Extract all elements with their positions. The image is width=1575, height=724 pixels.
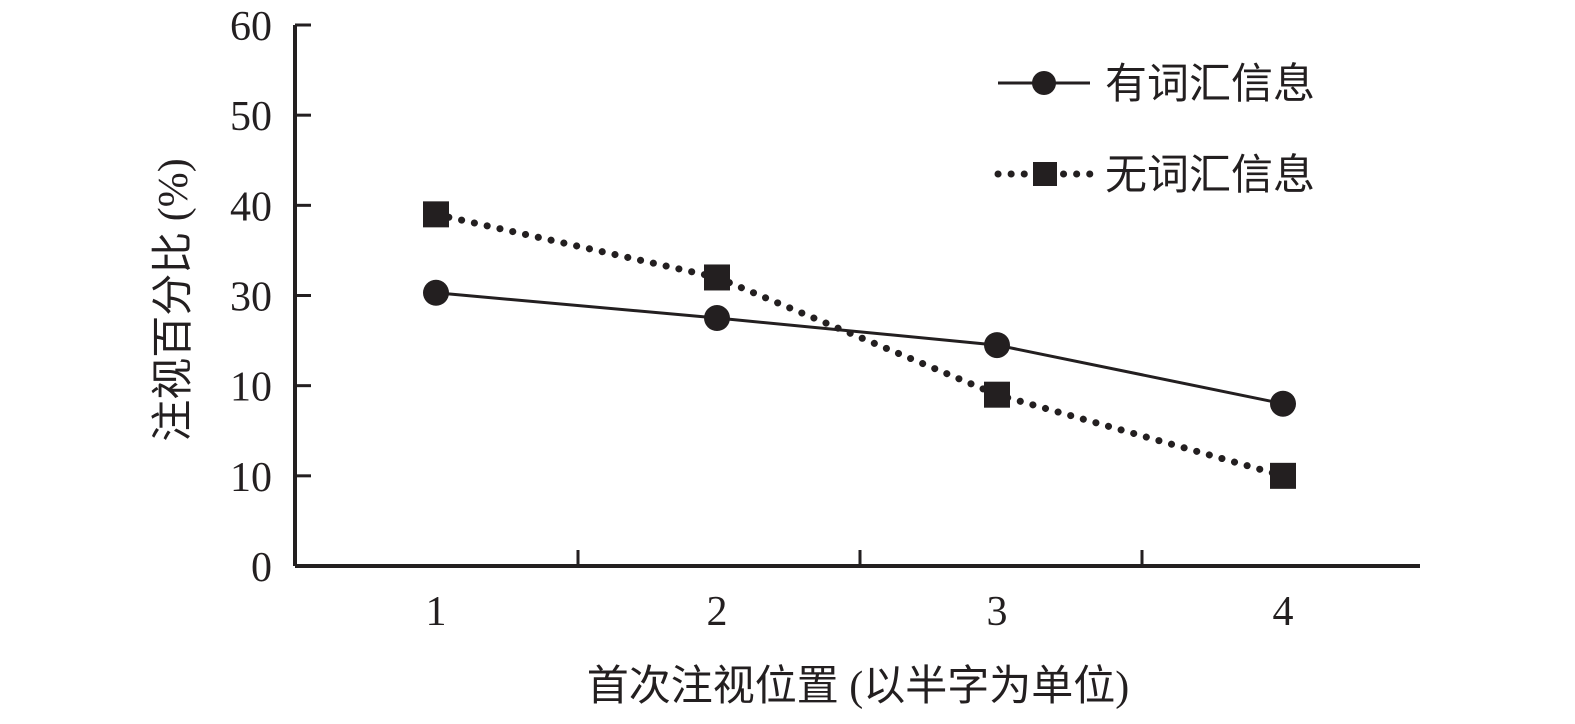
y-tick-label: 0 [251,545,272,591]
y-tick-label: 10 [230,455,272,501]
y-tick-label: 10 [230,365,272,411]
y-tick-label: 60 [230,4,272,50]
y-axis-title: 注视百分比 (%) [150,158,197,441]
x-tick-label: 3 [987,589,1008,635]
legend-item-series-1: 有词汇信息 [998,61,1315,108]
x-axis-ticks: 1 2 3 4 [426,550,1294,635]
legend-label-series-1: 有词汇信息 [1105,61,1315,108]
x-axis-title: 首次注视位置 (以半字为单位) [587,663,1129,710]
series-2-point-4 [1270,462,1296,489]
series-line-1 [435,291,1284,406]
legend-marker-series-2 [1033,162,1057,186]
y-tick-label: 40 [230,184,272,230]
legend-label-series-2: 无词汇信息 [1105,152,1315,199]
x-tick-label: 4 [1273,589,1294,635]
x-tick-label: 1 [426,589,447,635]
series-1-point-4 [1270,390,1296,417]
series-2-point-3 [984,381,1010,408]
x-tick-label: 2 [707,589,728,635]
series-layer [423,201,1296,489]
series-1-point-3 [984,332,1010,359]
series-2-point-2 [704,264,730,291]
y-axis-ticks: 0 10 10 30 40 50 60 [230,4,311,591]
legend-marker-series-1 [1032,71,1056,95]
series-2-point-1 [423,201,449,228]
legend-item-series-2: 无词汇信息 [994,152,1315,199]
y-tick-label: 50 [230,94,272,140]
series-line-2 [432,210,1287,480]
y-tick-label: 30 [230,275,272,321]
series-1-point-2 [704,305,730,332]
legend: 有词汇信息 无词汇信息 [994,61,1315,199]
series-1-point-1 [423,279,449,306]
